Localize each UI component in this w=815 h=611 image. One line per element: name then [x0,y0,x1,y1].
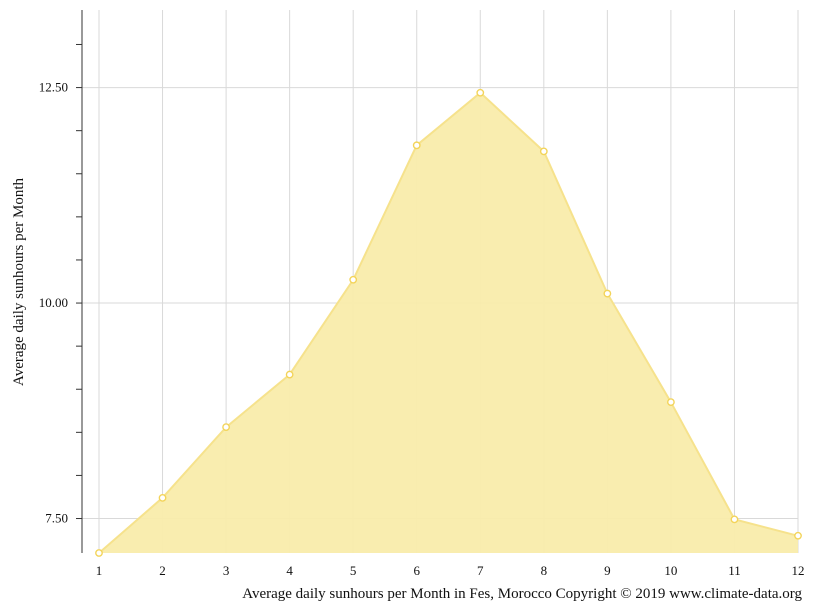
x-tick-label: 8 [541,563,548,578]
data-point-month-10 [667,398,675,407]
data-points [95,88,802,557]
data-point-month-9 [603,289,612,298]
x-axis-tick-labels: 1 2 3 4 5 6 7 8 9 10 11 12 [96,563,805,578]
data-point-month-5 [349,275,358,284]
x-tick-label: 1 [96,563,103,578]
x-tick-label: 2 [159,563,166,578]
x-tick-label: 3 [223,563,230,578]
y-tick-label: 7.50 [45,511,68,526]
x-axis-label: Average daily sunhours per Month in Fes,… [242,586,802,602]
x-tick-label: 10 [664,563,677,578]
y-tick-label: 12.50 [39,80,68,95]
data-point-month-8 [539,147,548,156]
y-axis-tick-labels: 12.50 10.00 7.50 [39,80,68,526]
data-point-month-4 [285,370,294,379]
data-point-month-2 [158,493,167,502]
axes [76,10,83,553]
y-tick-label: 10.00 [39,295,68,310]
data-point-month-12 [794,531,802,540]
data-point-month-11 [730,515,739,524]
sunhours-area-fill [99,92,798,553]
y-axis-label: Average daily sunhours per Month [11,178,27,387]
x-tick-label: 6 [413,563,420,578]
data-point-month-3 [222,423,230,432]
x-tick-label: 4 [286,563,293,578]
x-tick-label: 11 [728,563,741,578]
sunhours-series-line [98,91,799,554]
x-tick-label: 7 [477,563,484,578]
x-tick-label: 9 [604,563,611,578]
x-tick-label: 5 [350,563,357,578]
data-point-month-1 [95,549,103,557]
x-tick-label: 12 [792,563,805,578]
data-point-month-7 [476,88,485,97]
data-point-month-6 [412,141,421,150]
